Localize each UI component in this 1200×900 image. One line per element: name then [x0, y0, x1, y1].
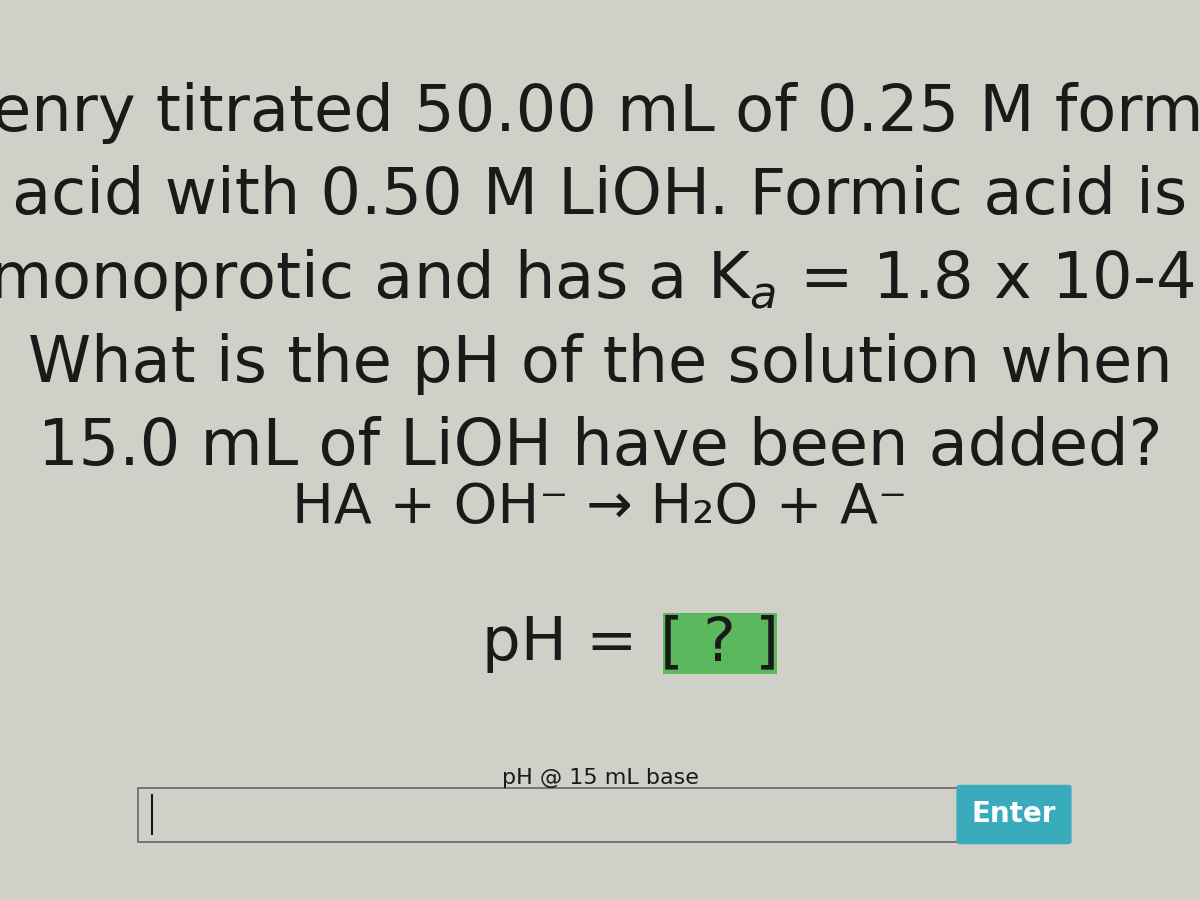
Text: 15.0 mL of LiOH have been added?: 15.0 mL of LiOH have been added? — [37, 417, 1163, 478]
Text: HA + OH⁻ → H₂O + A⁻: HA + OH⁻ → H₂O + A⁻ — [293, 482, 907, 536]
FancyBboxPatch shape — [956, 785, 1072, 844]
Text: [ ? ]: [ ? ] — [660, 614, 780, 673]
Text: What is the pH of the solution when: What is the pH of the solution when — [28, 333, 1172, 394]
FancyBboxPatch shape — [662, 613, 778, 674]
Text: acid with 0.50 M LiOH. Formic acid is: acid with 0.50 M LiOH. Formic acid is — [12, 166, 1188, 227]
Text: Enter: Enter — [972, 800, 1056, 829]
Text: pH @ 15 mL base: pH @ 15 mL base — [502, 769, 698, 788]
Text: pH =: pH = — [482, 614, 658, 673]
FancyBboxPatch shape — [138, 788, 960, 842]
Text: Henry titrated 50.00 mL of 0.25 M formic: Henry titrated 50.00 mL of 0.25 M formic — [0, 82, 1200, 143]
Text: monoprotic and has a K$_a$ = 1.8 x 10-4.: monoprotic and has a K$_a$ = 1.8 x 10-4. — [0, 247, 1200, 313]
